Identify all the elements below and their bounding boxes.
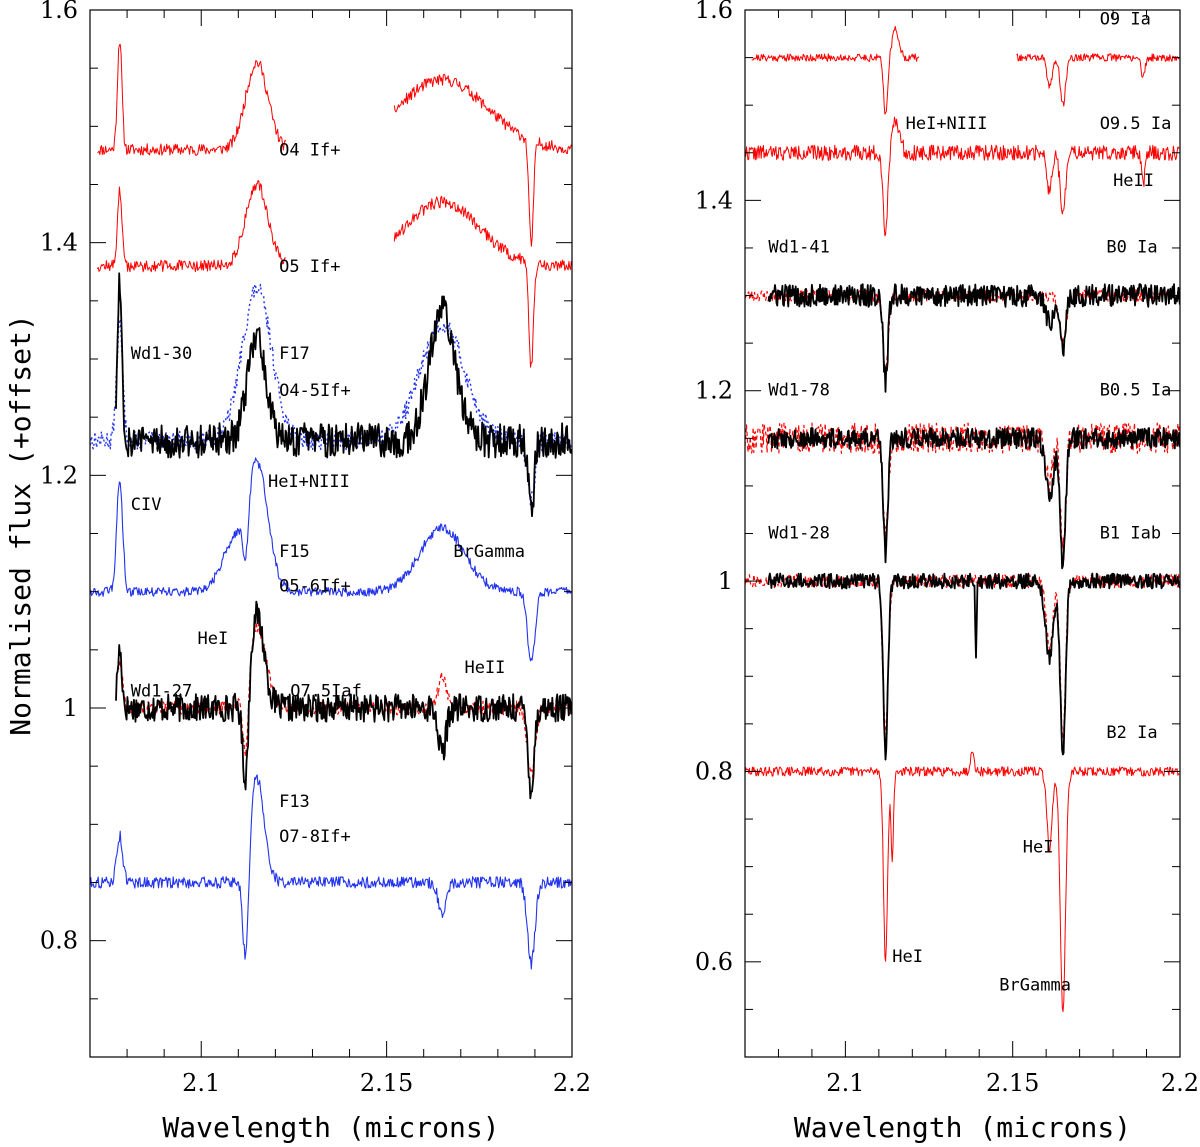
x-axis-label: Wavelength (microns) xyxy=(162,1111,499,1144)
annotation-label: O5 If+ xyxy=(279,257,340,277)
annotation-label: O7.5Iaf xyxy=(290,681,362,701)
annotation-label: HeI+NIII xyxy=(268,472,350,492)
annotation-label: Wd1-78 xyxy=(768,380,829,400)
right-panel: 2.1 2.15 2.2 0.6 0.8 1 1.2 1.4 1.6 Wavelength (mi… xyxy=(695,0,1199,1144)
y-tick-label: 1.6 xyxy=(40,0,78,24)
annotation-label: F15 xyxy=(279,542,310,562)
annotation-label: B0.5 Ia xyxy=(1100,380,1172,400)
y-tick-label: 1 xyxy=(718,567,733,595)
y-tick-label: 1.4 xyxy=(695,186,733,214)
y-tick-label: 0.8 xyxy=(40,927,78,955)
annotation-label: F17 xyxy=(279,344,310,364)
spectrum-wd1-30 xyxy=(115,272,572,518)
annotation-label: O4 If+ xyxy=(279,140,340,160)
spectrum-wd1-28 xyxy=(767,572,1180,761)
y-tick-label: 1 xyxy=(63,694,78,722)
annotation-label: O5-6If+ xyxy=(279,577,351,597)
spectrum-wd1-41 xyxy=(767,283,1180,393)
annotation-label: HeI+NIII xyxy=(906,114,988,134)
y-tick-label: 1.2 xyxy=(695,377,733,405)
annotation-label: CIV xyxy=(131,495,162,515)
annotation-label: Wd1-28 xyxy=(768,523,829,543)
annotation-label: Wd1-27 xyxy=(131,681,192,701)
x-tick-label: 2.2 xyxy=(1161,1069,1199,1097)
x-tick-label: 2.15 xyxy=(360,1069,413,1097)
annotation-label: O4-5If+ xyxy=(279,381,351,401)
y-tick-label: 0.8 xyxy=(695,757,733,785)
annotation-label: B2 Ia xyxy=(1106,723,1157,743)
annotation-label: HeI xyxy=(892,947,923,967)
left-panel: 2.1 2.15 2.2 0.8 1 1.2 1.4 1.6 Wavelength (micro… xyxy=(40,0,591,1144)
x-tick-label: 2.1 xyxy=(182,1069,220,1097)
x-tick-label: 2.2 xyxy=(553,1069,591,1097)
annotation-label: BrGamma xyxy=(999,975,1071,995)
annotation-label: O7-8If+ xyxy=(279,827,351,847)
spectrum-b1-iab xyxy=(745,573,1180,740)
annotation-label: O9.5 Ia xyxy=(1100,114,1172,134)
y-tick-label: 1.2 xyxy=(40,461,78,489)
spectrum-o9-5-ia xyxy=(745,116,1180,237)
annotation-label: B1 Iab xyxy=(1100,523,1161,543)
y-tick-label: 1.4 xyxy=(40,229,78,257)
spectrum-wd1-27 xyxy=(115,600,572,800)
spectrum-o5-if- xyxy=(96,180,572,368)
annotation-label: HeI xyxy=(1023,837,1054,857)
y-axis-label: Normalised flux (+offset) xyxy=(4,314,37,735)
annotation-label: F13 xyxy=(279,792,310,812)
spectrum-o4-if- xyxy=(97,44,572,247)
spectrum-wd1-78 xyxy=(767,427,1180,570)
y-tick-label: 1.6 xyxy=(695,0,733,24)
plot-frame xyxy=(89,9,573,1058)
spectrum-f15 xyxy=(90,457,572,662)
y-tick-label: 0.6 xyxy=(695,948,733,976)
annotation-label: Wd1-41 xyxy=(768,238,829,258)
annotation-label: B0 Ia xyxy=(1106,238,1157,258)
annotation-label: HeI xyxy=(198,629,229,649)
annotation-label: Wd1-30 xyxy=(131,344,192,364)
spectrum-b2-ia xyxy=(745,751,1180,1013)
spectrum-f13 xyxy=(90,774,572,970)
annotation-label: HeII xyxy=(464,658,505,678)
x-tick-label: 2.1 xyxy=(826,1069,864,1097)
spectrum-o9-ia xyxy=(751,25,1180,115)
annotation-label: O9 Ia xyxy=(1100,9,1151,29)
x-axis-label: Wavelength (microns) xyxy=(794,1111,1131,1144)
annotation-label: BrGamma xyxy=(453,542,525,562)
x-tick-label: 2.15 xyxy=(986,1069,1039,1097)
annotation-label: HeII xyxy=(1113,171,1154,191)
